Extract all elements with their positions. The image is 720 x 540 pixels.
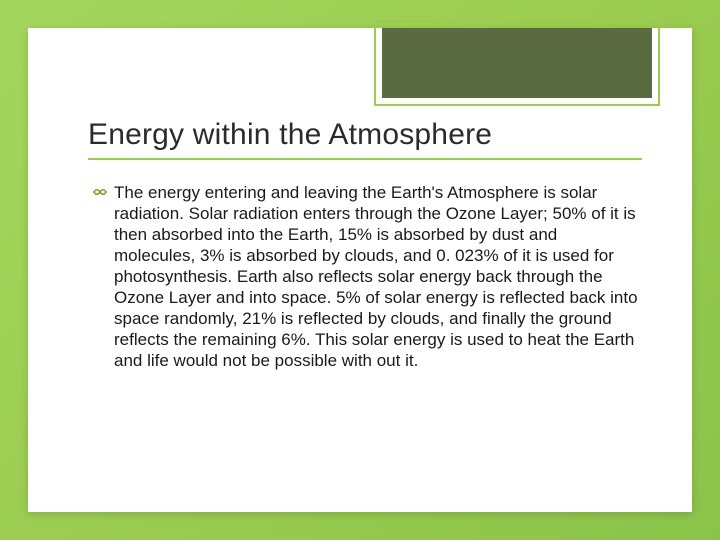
slide-content: Energy within the Atmosphere The energy … <box>88 118 642 371</box>
corner-decor-box <box>382 28 652 98</box>
body-wrap: The energy entering and leaving the Eart… <box>88 182 642 371</box>
slide-title: Energy within the Atmosphere <box>88 118 642 152</box>
bullet-icon <box>92 183 108 205</box>
title-underline <box>88 158 642 160</box>
slide-body-text: The energy entering and leaving the Eart… <box>114 182 642 371</box>
slide-card: Energy within the Atmosphere The energy … <box>28 28 692 512</box>
